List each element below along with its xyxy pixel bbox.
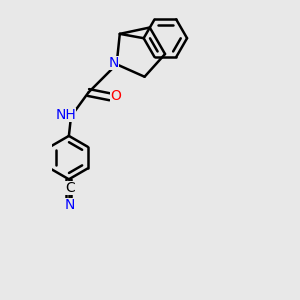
Text: N: N [65,198,75,212]
Text: C: C [65,181,75,195]
Text: NH: NH [55,108,76,122]
Text: O: O [110,89,121,103]
Text: N: N [108,56,118,70]
